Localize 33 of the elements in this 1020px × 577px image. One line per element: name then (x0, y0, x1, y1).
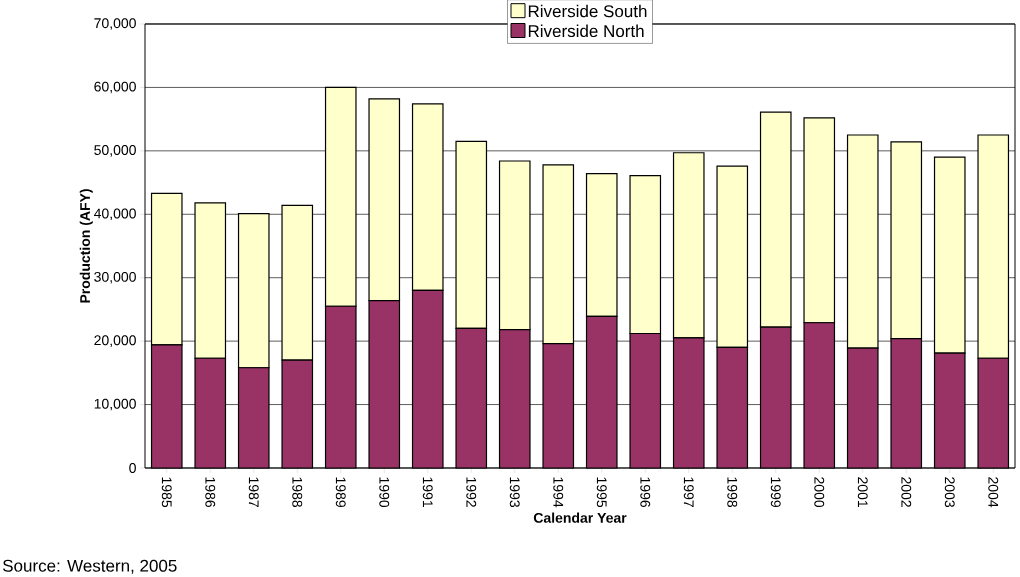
x-tick-label: 1990 (379, 477, 390, 508)
y-axis-title: Production (AFY) (79, 189, 93, 303)
x-tick-label: 1988 (292, 477, 303, 508)
x-tick-label: 1993 (509, 477, 520, 508)
x-tick-label: 1989 (335, 477, 346, 507)
x-tick-label: 2003 (944, 477, 955, 508)
x-tick-label: 2000 (814, 477, 825, 508)
x-tick-label: 1986 (205, 477, 216, 508)
x-tick-label: 1992 (466, 477, 477, 507)
x-tick-label: 1997 (683, 477, 694, 507)
x-tick-label: 1994 (553, 477, 564, 508)
x-tick-label: 1995 (596, 477, 607, 508)
x-tick-label: 1991 (422, 477, 433, 507)
y-tick-label: 60,000 (94, 81, 136, 94)
x-tick-label: 1987 (248, 477, 259, 507)
x-axis-title: Calendar Year (533, 512, 627, 523)
y-tick-label: 20,000 (94, 335, 136, 347)
y-tick-label: 40,000 (93, 208, 136, 221)
x-tick-label: 2004 (988, 477, 999, 508)
x-tick-label: 2001 (857, 477, 868, 507)
x-tick-label: 1998 (727, 477, 738, 508)
y-tick-label: 10,000 (94, 398, 136, 411)
legend-label: Riverside North (528, 24, 644, 38)
y-tick-label: 0 (129, 463, 136, 473)
legend-label: Riverside South (528, 4, 647, 18)
source-note: Source: Western, 2005 (2, 559, 177, 574)
x-tick-label: 1985 (161, 477, 172, 508)
x-tick-label: 2002 (901, 477, 912, 507)
x-tick-label: 1999 (770, 477, 781, 507)
x-tick-label: 1996 (640, 477, 651, 508)
y-tick-label: 70,000 (94, 18, 136, 30)
y-tick-label: 50,000 (94, 145, 136, 157)
y-tick-label: 30,000 (94, 271, 136, 284)
